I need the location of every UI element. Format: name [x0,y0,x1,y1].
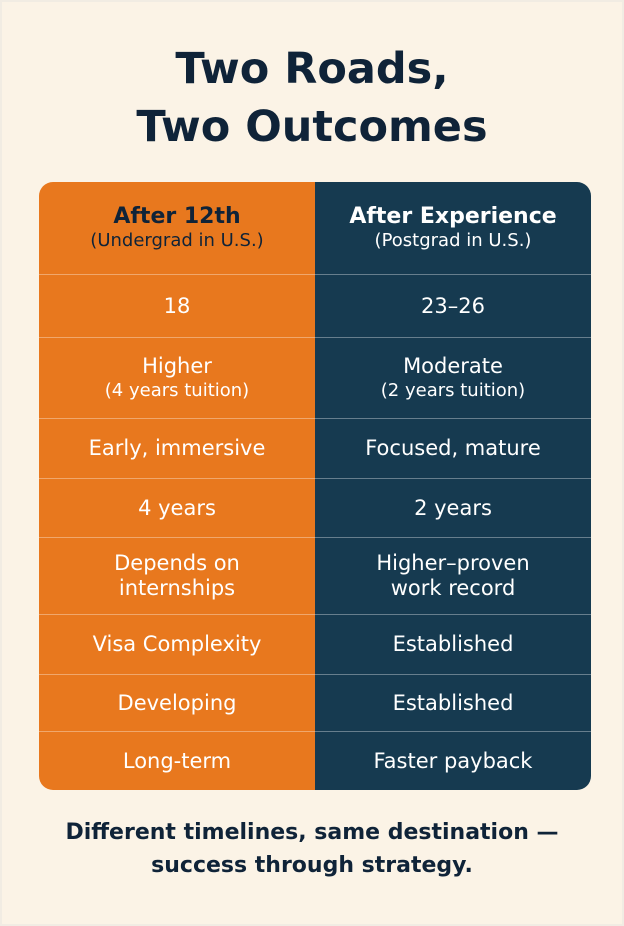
cell-text: Established [392,632,514,656]
table-cell: Early, immersive [39,418,315,478]
table-cell: Focused, mature [315,418,591,478]
header-cell: After Experience (Postgrad in U.S.) [315,182,591,274]
table-cell: 18 [39,274,315,337]
table-cell: Depends on internships [39,537,315,614]
cell-text: internships [118,576,236,600]
table-cell: Faster payback [315,731,591,790]
footer-line: Different timelines, same destination — [65,820,559,845]
cell-text: Higher–proven [376,551,530,575]
cell-text: 18 [163,293,191,318]
table-cell: Higher (4 years tuition) [39,337,315,418]
table-cell: Visa Complexity [39,614,315,674]
footer-line: success through strategy. [151,853,473,878]
cell-text: 4 years [138,495,216,520]
cell-text: Early, immersive [88,436,266,460]
comparison-table: After 12th (Undergrad in U.S.) After Exper… [39,182,591,790]
cell-text: work record [390,576,516,600]
cell-text: Moderate [403,353,503,378]
header-cell: After 12th (Undergrad in U.S.) [39,182,315,274]
cell-text: Visa Complexity [92,632,262,656]
cell-text: 2 years [414,495,492,520]
cell-note: (4 years tuition) [104,379,250,401]
cell-note: (Undergrad in U.S.) [90,229,264,251]
table-cell: 2 years [315,478,591,537]
cell-note: (2 years tuition) [380,379,526,401]
cell-text: Established [392,690,514,715]
title-line: Two Outcomes [136,102,488,152]
cell-text: 23–26 [421,293,485,318]
cell-text: Focused, mature [365,436,541,460]
title-line: Two Roads, [175,44,449,94]
table-cell: Moderate (2 years tuition) [315,337,591,418]
cell-text: Higher [142,353,212,378]
cell-text: After Experience [349,203,557,229]
cell-text: Long-term [122,748,232,773]
table-cell: 23–26 [315,274,591,337]
table-cell: Higher–proven work record [315,537,591,614]
cell-note: (Postgrad in U.S.) [374,229,532,251]
cell-text: Faster payback [373,748,533,773]
cell-text: Developing [117,690,237,715]
table-cell: Established [315,614,591,674]
table-cell: Established [315,674,591,731]
table-cell: Developing [39,674,315,731]
table-cell: 4 years [39,478,315,537]
cell-text: After 12th [113,203,241,229]
cell-text: Depends on [114,551,240,575]
table-cell: Long-term [39,731,315,790]
